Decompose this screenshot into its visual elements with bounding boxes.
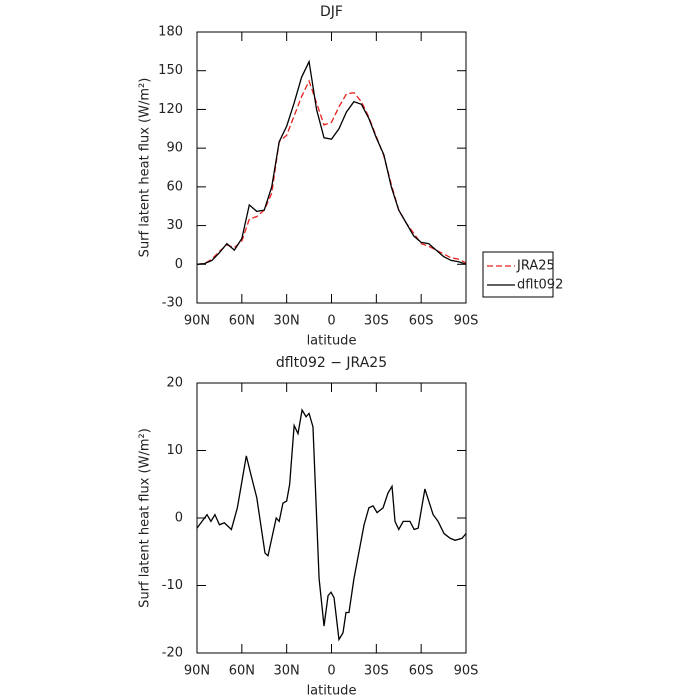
x-axis-label: latitude xyxy=(307,334,357,349)
data-line xyxy=(196,408,467,642)
y-tick-label: 180 xyxy=(158,25,183,40)
y-tick-label: 0 xyxy=(175,511,183,526)
legend-label: JRA25 xyxy=(516,259,555,274)
legend-box xyxy=(482,251,554,298)
x-tick-label: 90N xyxy=(184,664,210,679)
x-axis-label: latitude xyxy=(307,684,357,699)
x-tick-label: 90N xyxy=(184,314,210,329)
y-tick-label: 30 xyxy=(166,218,183,233)
chart-title: DJF xyxy=(320,4,343,20)
x-tick-label: 60S xyxy=(409,664,434,679)
y-tick-label: -10 xyxy=(162,578,183,593)
x-tick-label: 60N xyxy=(229,314,255,329)
x-tick-label: 60N xyxy=(229,664,255,679)
chart-title: dflt092 − JRA25 xyxy=(276,355,387,371)
legend-label: dflt092 xyxy=(517,278,563,293)
y-tick-label: 0 xyxy=(175,257,183,272)
x-tick-label: 0 xyxy=(327,664,335,679)
x-tick-label: 30N xyxy=(274,664,300,679)
plot-frame xyxy=(196,382,467,654)
y-tick-label: 120 xyxy=(158,102,183,117)
x-tick-label: 30N xyxy=(274,314,300,329)
x-tick-label: 30S xyxy=(364,314,389,329)
x-tick-label: 90S xyxy=(454,314,479,329)
y-tick-label: 150 xyxy=(158,63,183,78)
y-tick-label: 20 xyxy=(166,376,183,391)
y-tick-label: -20 xyxy=(162,646,183,661)
x-tick-label: 0 xyxy=(327,314,335,329)
y-tick-label: -30 xyxy=(162,296,183,311)
x-tick-label: 90S xyxy=(454,664,479,679)
x-tick-label: 30S xyxy=(364,664,389,679)
data-line xyxy=(196,59,467,265)
y-tick-label: 90 xyxy=(166,141,183,156)
y-tick-label: 10 xyxy=(166,443,183,458)
y-axis-label: Surf latent heat flux (W/m²) xyxy=(138,428,153,608)
y-axis-label: Surf latent heat flux (W/m²) xyxy=(138,78,153,258)
y-tick-label: 60 xyxy=(166,179,183,194)
x-tick-label: 60S xyxy=(409,314,434,329)
data-line xyxy=(196,79,467,265)
plot-frame xyxy=(196,31,467,304)
